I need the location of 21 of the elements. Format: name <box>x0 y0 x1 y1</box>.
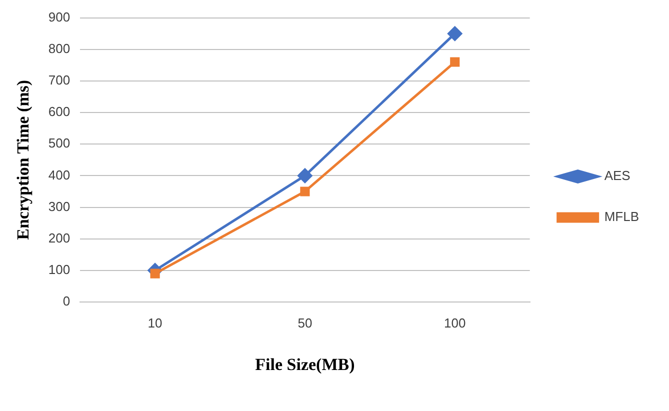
legend-label: AES <box>604 168 631 184</box>
y-tick-label: 500 <box>48 136 70 151</box>
x-tick-label: 10 <box>148 315 162 330</box>
y-axis-title: Encryption Time (ms) <box>14 80 33 240</box>
y-tick-label: 600 <box>48 104 70 120</box>
y-tick-label: 700 <box>48 72 70 88</box>
point <box>448 26 462 41</box>
point <box>300 186 310 196</box>
point <box>450 57 460 67</box>
y-tick-label: 200 <box>48 230 70 246</box>
point <box>298 168 312 183</box>
y-tick-label: 400 <box>48 167 70 182</box>
legend-label: MFLB <box>604 209 639 224</box>
y-tick-label: 900 <box>48 9 70 24</box>
x-axis-title: File Size(MB) <box>255 355 355 374</box>
y-tick-label: 0 <box>62 294 70 309</box>
y-tick-label: 300 <box>48 198 70 214</box>
y-tick-label: 800 <box>48 40 70 56</box>
x-tick-label: 50 <box>298 315 312 330</box>
y-tick-label: 100 <box>48 262 70 277</box>
x-tick-label: 100 <box>444 315 466 330</box>
